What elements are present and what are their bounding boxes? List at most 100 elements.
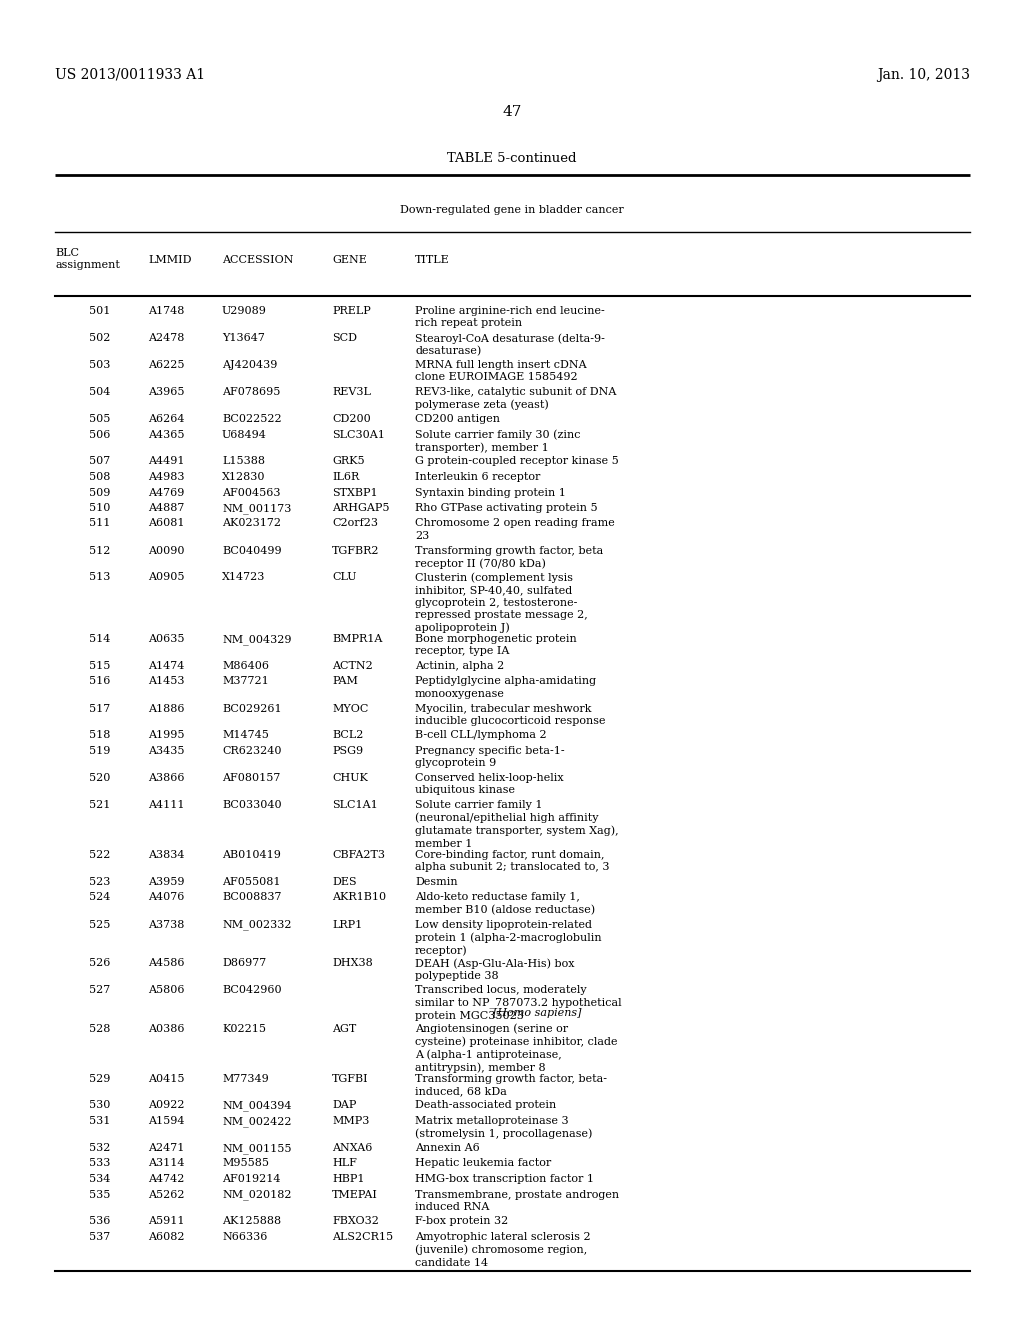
Text: CHUK: CHUK [332, 774, 368, 783]
Text: SLC1A1: SLC1A1 [332, 800, 378, 810]
Text: US 2013/0011933 A1: US 2013/0011933 A1 [55, 69, 205, 82]
Text: IL6R: IL6R [332, 473, 359, 482]
Text: Transmembrane, prostate androgen
induced RNA: Transmembrane, prostate androgen induced… [415, 1189, 620, 1212]
Text: GRK5: GRK5 [332, 457, 365, 466]
Text: A3114: A3114 [148, 1159, 184, 1168]
Text: CR623240: CR623240 [222, 746, 282, 756]
Text: M77349: M77349 [222, 1073, 268, 1084]
Text: A3866: A3866 [148, 774, 184, 783]
Text: A5911: A5911 [148, 1217, 184, 1226]
Text: Interleukin 6 receptor: Interleukin 6 receptor [415, 473, 541, 482]
Text: 522: 522 [89, 850, 110, 861]
Text: A1995: A1995 [148, 730, 184, 741]
Text: 530: 530 [89, 1101, 110, 1110]
Text: A3435: A3435 [148, 746, 184, 756]
Text: AF080157: AF080157 [222, 774, 281, 783]
Text: 523: 523 [89, 876, 110, 887]
Text: CD200 antigen: CD200 antigen [415, 414, 500, 424]
Text: U68494: U68494 [222, 429, 267, 440]
Text: BC029261: BC029261 [222, 704, 282, 714]
Text: 528: 528 [89, 1023, 110, 1034]
Text: 516: 516 [89, 676, 110, 686]
Text: 521: 521 [89, 800, 110, 810]
Text: A4586: A4586 [148, 958, 184, 968]
Text: M37721: M37721 [222, 676, 268, 686]
Text: F-box protein 32: F-box protein 32 [415, 1217, 508, 1226]
Text: BC040499: BC040499 [222, 545, 282, 556]
Text: Y13647: Y13647 [222, 333, 265, 343]
Text: TGFBR2: TGFBR2 [332, 545, 380, 556]
Text: K02215: K02215 [222, 1023, 266, 1034]
Text: A0922: A0922 [148, 1101, 184, 1110]
Text: Hepatic leukemia factor: Hepatic leukemia factor [415, 1159, 551, 1168]
Text: A3965: A3965 [148, 387, 184, 397]
Text: 501: 501 [89, 306, 110, 315]
Text: 524: 524 [89, 892, 110, 903]
Text: 510: 510 [89, 503, 110, 513]
Text: G protein-coupled receptor kinase 5: G protein-coupled receptor kinase 5 [415, 457, 618, 466]
Text: Aldo-keto reductase family 1,
member B10 (aldose reductase): Aldo-keto reductase family 1, member B10… [415, 892, 595, 915]
Text: A4365: A4365 [148, 429, 184, 440]
Text: HMG-box transcription factor 1: HMG-box transcription factor 1 [415, 1173, 594, 1184]
Text: Desmin: Desmin [415, 876, 458, 887]
Text: NM_002422: NM_002422 [222, 1115, 292, 1127]
Text: PSG9: PSG9 [332, 746, 364, 756]
Text: 511: 511 [89, 519, 110, 528]
Text: AK125888: AK125888 [222, 1217, 282, 1226]
Text: Myocilin, trabecular meshwork
inducible glucocorticoid response: Myocilin, trabecular meshwork inducible … [415, 704, 605, 726]
Text: Transforming growth factor, beta-
induced, 68 kDa: Transforming growth factor, beta- induce… [415, 1073, 607, 1096]
Text: 534: 534 [89, 1173, 110, 1184]
Text: 506: 506 [89, 429, 110, 440]
Text: MYOC: MYOC [332, 704, 369, 714]
Text: 518: 518 [89, 730, 110, 741]
Text: 529: 529 [89, 1073, 110, 1084]
Text: 531: 531 [89, 1115, 110, 1126]
Text: 513: 513 [89, 573, 110, 582]
Text: Peptidylglycine alpha-amidating
monooxygenase: Peptidylglycine alpha-amidating monooxyg… [415, 676, 596, 698]
Text: 526: 526 [89, 958, 110, 968]
Text: L15388: L15388 [222, 457, 265, 466]
Text: A4983: A4983 [148, 473, 184, 482]
Text: A4742: A4742 [148, 1173, 184, 1184]
Text: TABLE 5-continued: TABLE 5-continued [447, 152, 577, 165]
Text: X12830: X12830 [222, 473, 265, 482]
Text: PRELP: PRELP [332, 306, 371, 315]
Text: Bone morphogenetic protein
receptor, type IA: Bone morphogenetic protein receptor, typ… [415, 634, 577, 656]
Text: A0635: A0635 [148, 634, 184, 644]
Text: C2orf23: C2orf23 [332, 519, 378, 528]
Text: CBFA2T3: CBFA2T3 [332, 850, 385, 861]
Text: 515: 515 [89, 661, 110, 671]
Text: NM_001155: NM_001155 [222, 1143, 292, 1154]
Text: M95585: M95585 [222, 1159, 269, 1168]
Text: 508: 508 [89, 473, 110, 482]
Text: A3959: A3959 [148, 876, 184, 887]
Text: AF004563: AF004563 [222, 487, 281, 498]
Text: AKR1B10: AKR1B10 [332, 892, 386, 903]
Text: MMP3: MMP3 [332, 1115, 370, 1126]
Text: 512: 512 [89, 545, 110, 556]
Text: 47: 47 [503, 106, 521, 119]
Text: A4491: A4491 [148, 457, 184, 466]
Text: Syntaxin binding protein 1: Syntaxin binding protein 1 [415, 487, 566, 498]
Text: DAP: DAP [332, 1101, 356, 1110]
Text: Transcribed locus, moderately
similar to NP_787073.2 hypothetical
protein MGC350: Transcribed locus, moderately similar to… [415, 985, 622, 1020]
Text: A5262: A5262 [148, 1189, 184, 1200]
Text: A0905: A0905 [148, 573, 184, 582]
Text: 535: 535 [89, 1189, 110, 1200]
Text: A3834: A3834 [148, 850, 184, 861]
Text: AGT: AGT [332, 1023, 356, 1034]
Text: D86977: D86977 [222, 958, 266, 968]
Text: Down-regulated gene in bladder cancer: Down-regulated gene in bladder cancer [400, 205, 624, 215]
Text: 517: 517 [89, 704, 110, 714]
Text: Pregnancy specific beta-1-
glycoprotein 9: Pregnancy specific beta-1- glycoprotein … [415, 746, 564, 768]
Text: Jan. 10, 2013: Jan. 10, 2013 [877, 69, 970, 82]
Text: ACCESSION: ACCESSION [222, 255, 294, 265]
Text: 509: 509 [89, 487, 110, 498]
Text: Chromosome 2 open reading frame
23: Chromosome 2 open reading frame 23 [415, 519, 614, 541]
Text: CD200: CD200 [332, 414, 371, 424]
Text: Proline arginine-rich end leucine-
rich repeat protein: Proline arginine-rich end leucine- rich … [415, 306, 605, 329]
Text: LMMID: LMMID [148, 255, 191, 265]
Text: N66336: N66336 [222, 1232, 267, 1242]
Text: ANXA6: ANXA6 [332, 1143, 373, 1152]
Text: FBXO32: FBXO32 [332, 1217, 379, 1226]
